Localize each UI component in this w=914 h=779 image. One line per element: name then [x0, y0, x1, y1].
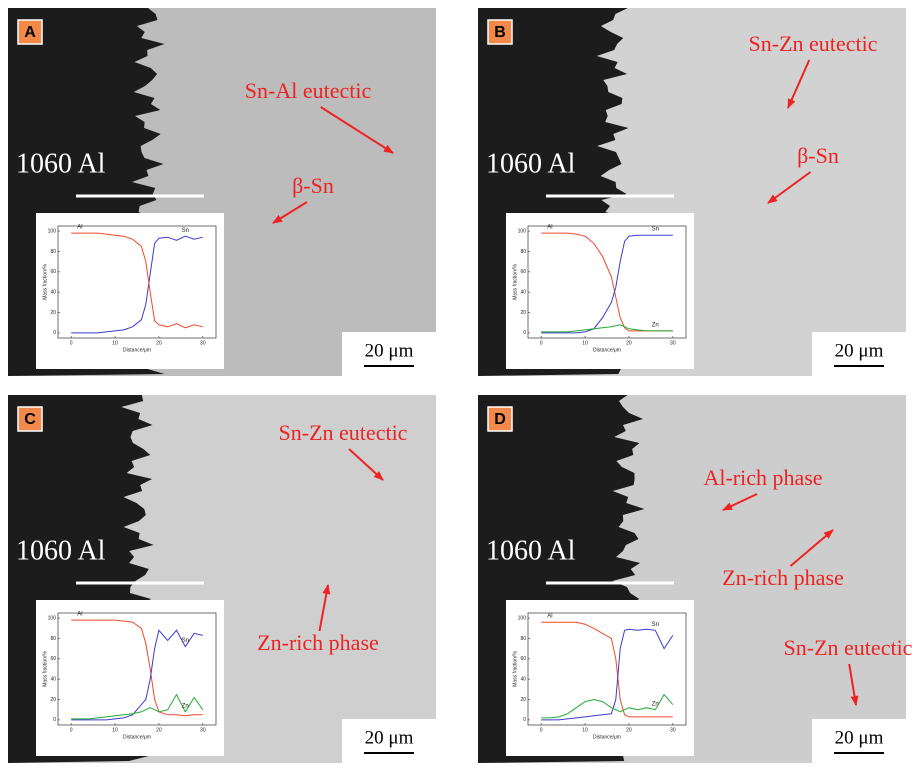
annotation: Sn-Zn eutectic — [784, 635, 913, 660]
x-tick-label: 20 — [626, 727, 632, 733]
y-tick-label: 80 — [520, 249, 526, 255]
y-tick-label: 80 — [50, 636, 56, 642]
y-tick-label: 100 — [518, 228, 527, 234]
annotation: Sn-Al eutectic — [245, 78, 372, 103]
panel-label: D — [494, 411, 506, 428]
series-label: Al — [547, 614, 552, 620]
x-tick-label: 10 — [582, 340, 588, 346]
y-tick-label: 60 — [520, 269, 526, 275]
series-label: Sn — [652, 227, 659, 233]
x-tick-label: 10 — [112, 727, 118, 733]
series-label: Zn — [652, 322, 659, 328]
material-label: 1060 Al — [486, 148, 576, 179]
x-axis-label: Distance/μm — [593, 347, 621, 353]
inset-box — [36, 600, 224, 756]
y-tick-label: 0 — [523, 717, 526, 723]
y-tick-label: 60 — [50, 269, 56, 275]
x-tick-label: 20 — [156, 340, 162, 346]
y-axis-label: Mass fraction/% — [42, 264, 48, 300]
annotation: Sn-Zn eutectic — [749, 31, 878, 56]
y-axis-label: Mass fraction/% — [512, 264, 518, 300]
x-tick-label: 0 — [540, 727, 543, 733]
series-label: Sn — [652, 622, 659, 628]
annotation: β-Sn — [292, 173, 334, 198]
panel-label: B — [494, 24, 506, 41]
y-tick-label: 40 — [50, 677, 56, 683]
y-tick-label: 0 — [53, 717, 56, 723]
annotation: β-Sn — [797, 143, 839, 168]
y-tick-label: 20 — [50, 697, 56, 703]
y-axis-label: Mass fraction/% — [42, 651, 48, 687]
y-tick-label: 100 — [48, 615, 57, 621]
x-tick-label: 10 — [112, 340, 118, 346]
y-tick-label: 20 — [50, 310, 56, 316]
y-tick-label: 60 — [50, 656, 56, 662]
series-label: Sn — [182, 228, 189, 234]
x-tick-label: 20 — [156, 727, 162, 733]
series-label: Al — [77, 612, 82, 618]
y-tick-label: 100 — [48, 228, 57, 234]
y-tick-label: 40 — [520, 677, 526, 683]
series-label: Al — [547, 225, 552, 231]
y-tick-label: 100 — [518, 615, 527, 621]
scale-bar-label: 20 μm — [835, 727, 884, 748]
y-tick-label: 80 — [520, 636, 526, 642]
x-tick-label: 0 — [70, 727, 73, 733]
scale-bar-label: 20 μm — [835, 340, 884, 361]
x-tick-label: 10 — [582, 727, 588, 733]
series-label: Sn — [182, 638, 189, 644]
y-tick-label: 0 — [523, 330, 526, 336]
panel-label: C — [24, 411, 36, 428]
page: A1060 AlSn-Al eutecticβ-Sn20 μm020406080… — [0, 0, 914, 779]
x-axis-label: Distance/μm — [123, 734, 151, 740]
annotation: Zn-rich phase — [722, 565, 844, 590]
x-tick-label: 30 — [200, 727, 206, 733]
y-tick-label: 0 — [53, 330, 56, 336]
x-tick-label: 0 — [540, 340, 543, 346]
material-label: 1060 Al — [16, 535, 106, 566]
panel-label: A — [24, 24, 36, 41]
x-tick-label: 30 — [200, 340, 206, 346]
annotation: Al-rich phase — [703, 465, 822, 490]
inset-box — [506, 213, 694, 369]
series-label: Zn — [652, 701, 659, 707]
scale-bar-label: 20 μm — [365, 727, 414, 748]
inset-box — [506, 600, 694, 756]
y-axis-label: Mass fraction/% — [512, 651, 518, 687]
x-tick-label: 30 — [670, 340, 676, 346]
panel: B 1060 Al Sn-Zn eutectic β-Sn 20 μm 0 20 40 60 80… — [478, 8, 906, 376]
inset-box — [36, 213, 224, 369]
series-label: Zn — [182, 703, 189, 709]
x-tick-label: 30 — [670, 727, 676, 733]
y-tick-label: 40 — [520, 290, 526, 296]
x-tick-label: 0 — [70, 340, 73, 346]
y-tick-label: 40 — [50, 290, 56, 296]
material-label: 1060 Al — [486, 535, 576, 566]
x-tick-label: 20 — [626, 340, 632, 346]
panel: A 1060 Al Sn-Al eutectic β-Sn 20 μm 0 20 40 60 80… — [8, 8, 436, 376]
material-label: 1060 Al — [16, 148, 106, 179]
annotation: Zn-rich phase — [257, 630, 379, 655]
x-axis-label: Distance/μm — [123, 347, 151, 353]
annotation: Sn-Zn eutectic — [279, 420, 408, 445]
y-tick-label: 20 — [520, 310, 526, 316]
x-axis-label: Distance/μm — [593, 734, 621, 740]
scale-bar-label: 20 μm — [365, 340, 414, 361]
series-label: Al — [77, 225, 82, 231]
figure: A1060 AlSn-Al eutecticβ-Sn20 μm020406080… — [0, 0, 914, 774]
y-tick-label: 20 — [520, 697, 526, 703]
y-tick-label: 80 — [50, 249, 56, 255]
y-tick-label: 60 — [520, 656, 526, 662]
